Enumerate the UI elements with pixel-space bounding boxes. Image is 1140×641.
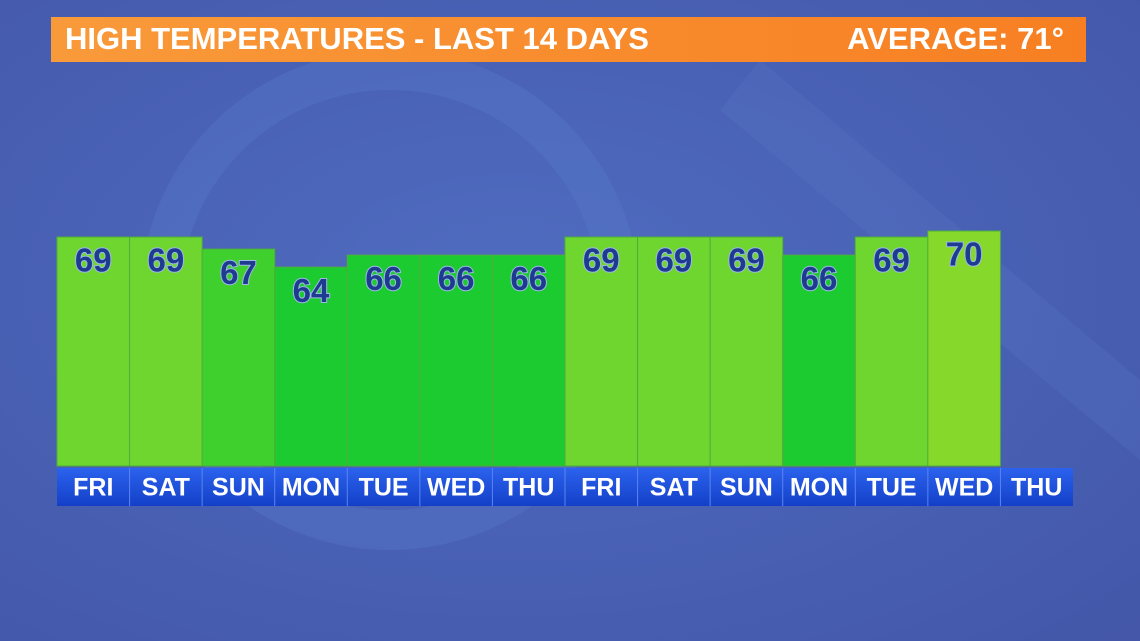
bar <box>56 236 131 467</box>
x-tick-label: WED <box>427 474 485 502</box>
x-tick-label: SAT <box>650 474 698 502</box>
value-label: 69 <box>583 242 620 279</box>
value-label: 66 <box>510 260 547 297</box>
value-label: 69 <box>728 242 765 279</box>
bar <box>419 254 493 467</box>
value-label: 69 <box>147 242 184 279</box>
x-tick-label: TUE <box>359 474 409 502</box>
value-label: 69 <box>75 242 112 279</box>
bar <box>709 236 784 467</box>
bar <box>564 236 639 467</box>
value-label: 64 <box>293 272 330 309</box>
x-tick-label: SUN <box>212 474 265 502</box>
value-label: 69 <box>655 242 692 279</box>
x-tick-label: MON <box>282 474 340 502</box>
x-tick-label: SAT <box>142 474 190 502</box>
value-label: 66 <box>365 260 402 297</box>
bar <box>854 236 929 467</box>
value-label: 66 <box>801 260 838 297</box>
bar <box>637 236 711 467</box>
value-label: 70 <box>946 236 983 273</box>
average-annotation: AVERAGE: 71° <box>847 21 1064 56</box>
x-tick-label: FRI <box>73 474 113 502</box>
x-tick-label: SUN <box>720 474 773 502</box>
bar <box>201 248 276 467</box>
x-tick-label: MON <box>790 474 848 502</box>
x-tick-label: THU <box>503 474 554 502</box>
title-bar <box>51 17 1086 62</box>
bar <box>129 236 203 467</box>
chart-title: HIGH TEMPERATURES - LAST 14 DAYS <box>65 21 649 56</box>
value-label: 66 <box>438 260 475 297</box>
x-tick-label: THU <box>1011 474 1062 502</box>
x-tick-label: FRI <box>581 474 621 502</box>
value-label: 69 <box>873 242 910 279</box>
bar <box>927 230 1001 467</box>
value-label: 67 <box>220 254 257 291</box>
x-tick-label: TUE <box>867 474 917 502</box>
bar <box>274 266 348 467</box>
x-tick-label: WED <box>935 474 993 502</box>
bar <box>346 254 421 467</box>
